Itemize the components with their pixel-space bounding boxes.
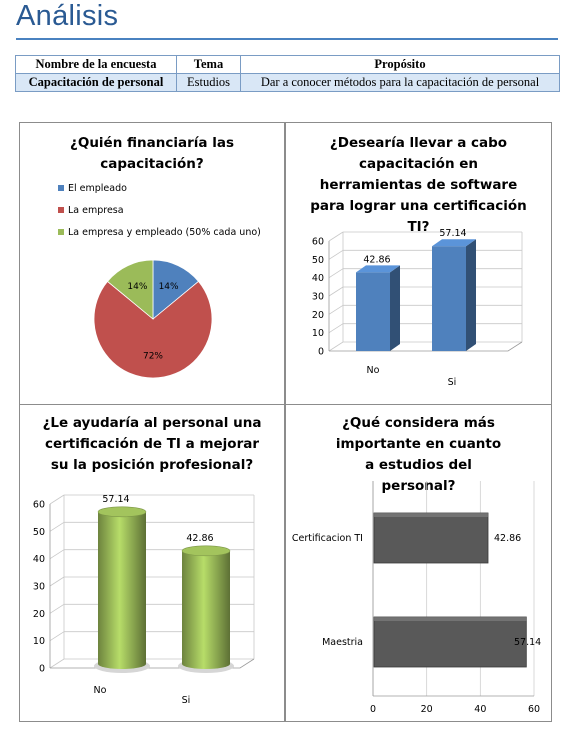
header-cell-purpose: Propósito (240, 55, 560, 74)
cylinder-chart: 0 10 20 30 40 50 60 57.14 42.86 No Si (33, 494, 255, 706)
page-title: Análisis (16, 0, 119, 32)
bar-top (356, 265, 400, 273)
y-tick-label: 50 (33, 527, 45, 538)
x-tick-label: 60 (528, 704, 540, 715)
slice-label: 14% (127, 282, 147, 292)
chart-title: ¿Le ayudaría al personal una certificaci… (42, 415, 262, 473)
bar (432, 246, 466, 351)
table-header-row: Nombre de la encuesta Tema Propósito (15, 55, 560, 74)
data-label: 42.86 (494, 533, 521, 544)
column-chart: 0 10 20 30 40 50 60 42.86 57.14 No Si (312, 228, 523, 388)
slice-label: 72% (143, 352, 163, 362)
data-label: 57.14 (439, 228, 466, 239)
x-tick-label: Si (448, 377, 457, 388)
gridline (328, 286, 344, 297)
pie-slice (152, 259, 200, 320)
chart-title: ¿Quién financiaría las capacitación? (70, 135, 234, 172)
y-tick-label: Maestria (322, 637, 363, 648)
bar (373, 616, 527, 668)
y-tick-label: 20 (33, 609, 45, 620)
gridline (49, 603, 65, 614)
legend-swatch (58, 185, 64, 191)
gridline (328, 304, 344, 315)
y-tick-label: 40 (33, 554, 45, 565)
y-tick-label: 30 (33, 582, 45, 593)
legend-label: La empresa y empleado (50% cada uno) (68, 227, 261, 238)
cylinder-top (97, 506, 147, 518)
data-label: 42.86 (363, 254, 390, 265)
pie-chart: El empleado La empresa La empresa y emplea… (58, 183, 261, 379)
y-tick-label: 60 (33, 500, 45, 511)
chart-panel-study-priority: ¿Qué considera más importante en cuanto … (285, 404, 552, 722)
gridline (328, 268, 344, 279)
cell-purpose: Dar a conocer métodos para la capacitaci… (240, 73, 560, 92)
x-tick-label: 20 (421, 704, 433, 715)
bar-highlight (374, 513, 489, 517)
pie-slice (106, 259, 154, 320)
title-divider (16, 38, 558, 40)
bar (373, 512, 489, 564)
bar-side (390, 265, 400, 351)
pie-slice (93, 280, 213, 379)
bar-side (466, 239, 476, 351)
bar-highlight (374, 617, 527, 621)
survey-table: Nombre de la encuesta Tema Propósito Cap… (15, 55, 560, 92)
y-tick-label: 0 (39, 664, 45, 675)
gridline (328, 231, 344, 242)
gridline (49, 631, 65, 642)
bar (356, 272, 390, 351)
chart-title: ¿Qué considera más importante en cuanto … (335, 415, 502, 494)
x-tick-label: No (94, 685, 107, 696)
x-tick-label: No (367, 365, 380, 376)
table-row: Capacitación de personal Estudios Dar a … (15, 73, 560, 92)
x-tick-label: Si (182, 695, 191, 706)
data-label: 57.14 (102, 494, 129, 505)
legend-label: El empleado (68, 183, 127, 194)
chart-panel-financing: ¿Quién financiaría las capacitación? El … (19, 122, 285, 405)
chart-title: ¿Desearía llevar a cabo capacitación en … (310, 135, 527, 235)
x-tick-label: 40 (474, 704, 486, 715)
cell-topic: Estudios (176, 73, 241, 92)
y-tick-label: 10 (312, 328, 324, 339)
header-cell-name: Nombre de la encuesta (15, 55, 177, 74)
data-label: 42.86 (186, 533, 213, 544)
y-tick-label: 20 (312, 310, 324, 321)
y-tick-label: 60 (312, 237, 324, 248)
y-tick-label: 30 (312, 292, 324, 303)
y-tick-label: 50 (312, 255, 324, 266)
y-tick-label: 40 (312, 273, 324, 284)
y-tick-label: 0 (318, 347, 324, 358)
gridline (328, 323, 344, 334)
data-label: 57.14 (514, 637, 541, 648)
legend-swatch (58, 229, 64, 235)
gridline (328, 249, 344, 260)
slice-label: 14% (159, 282, 179, 292)
gridline (49, 494, 65, 505)
gridline (49, 549, 65, 560)
legend-swatch (58, 207, 64, 213)
gridline (49, 658, 65, 669)
horizontal-bar-chart: 0 20 40 60 42.86 Certificacion TI 57.14 Maestri… (292, 481, 541, 715)
cell-survey-name: Capacitación de personal (15, 73, 177, 92)
legend-label: La empresa (68, 205, 124, 216)
cylinder-top (181, 545, 231, 557)
gridline (49, 521, 65, 532)
gridline (328, 341, 344, 352)
bar (182, 550, 230, 669)
bar-top (432, 239, 476, 247)
x-tick-label: 0 (370, 704, 376, 715)
y-tick-label: 10 (33, 636, 45, 647)
chart-panel-software-cert: ¿Desearía llevar a cabo capacitación en … (285, 122, 552, 405)
y-tick-label: Certificacion TI (292, 533, 363, 544)
header-cell-topic: Tema (176, 55, 241, 74)
bar (98, 511, 146, 669)
chart-panel-position-help: ¿Le ayudaría al personal una certificaci… (19, 404, 285, 722)
gridline (49, 576, 65, 587)
